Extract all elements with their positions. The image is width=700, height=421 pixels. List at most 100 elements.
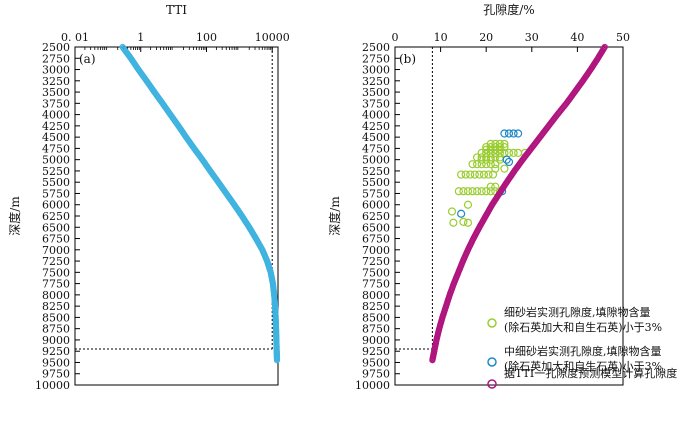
x-tick-label: 20 — [479, 31, 493, 44]
y-axis-title: 深度/m — [7, 196, 22, 236]
y-tick-label: 4000 — [362, 109, 390, 122]
data-point — [495, 145, 504, 154]
y-tick-label: 8250 — [362, 300, 390, 313]
data-point — [486, 139, 495, 148]
data-point — [477, 153, 486, 162]
data-point — [463, 200, 473, 209]
y-tick-label: 9000 — [362, 334, 390, 347]
x-tick-label: 0. 01 — [61, 31, 89, 44]
data-point — [273, 357, 281, 364]
y-tick-label: 3250 — [42, 75, 70, 88]
data-point — [457, 170, 466, 179]
data-point — [486, 153, 495, 162]
y-tick-label: 5750 — [42, 187, 70, 200]
data-point — [500, 164, 509, 173]
y-tick-label: 5000 — [42, 154, 70, 167]
y-tick-label: 3250 — [362, 75, 390, 88]
data-point — [500, 139, 509, 148]
data-point — [457, 209, 466, 218]
y-tick-label: 6500 — [362, 221, 390, 234]
data-point — [504, 129, 514, 138]
y-tick-label: 2750 — [42, 52, 70, 65]
y-tick-label: 4500 — [42, 131, 70, 144]
data-point — [491, 145, 500, 154]
data-point — [475, 170, 484, 179]
y-tick-label: 2750 — [362, 52, 390, 65]
y-tick-label: 7000 — [362, 244, 390, 257]
y-tick-label: 3000 — [362, 64, 390, 77]
data-point — [454, 187, 463, 196]
y-tick-label: 2500 — [362, 41, 390, 54]
y-tick-label: 6750 — [362, 233, 390, 246]
data-point — [486, 155, 495, 164]
y-tick-label: 9750 — [42, 368, 70, 381]
plot-frame — [74, 46, 279, 386]
data-point — [491, 139, 500, 148]
legend: 细砂岩实测孔隙度,填隙物含量(除石英加大和自生石英)小于3%中细砂岩实测孔隙度,… — [487, 305, 677, 389]
data-point — [466, 170, 475, 179]
y-tick-label: 5250 — [42, 165, 70, 178]
y-tick-label: 6500 — [42, 221, 70, 234]
y-tick-label: 6250 — [362, 210, 390, 223]
data-point — [486, 187, 495, 196]
data-point — [463, 187, 473, 196]
data-point — [491, 164, 500, 173]
legend-label: 细砂岩实测孔隙度,填隙物含量 — [504, 305, 651, 319]
y-tick-label: 4750 — [42, 142, 70, 155]
data-point — [461, 170, 470, 179]
data-point — [491, 153, 500, 162]
legend-marker — [487, 318, 497, 328]
panel-label: (b) — [399, 52, 416, 66]
data-point — [472, 153, 482, 162]
data-point — [482, 145, 491, 154]
panel-a-ttI-vs-depth: 0. 01 1 100 10000 25002750300032503500375040… — [7, 3, 290, 392]
y-tick-label: 9500 — [42, 356, 70, 369]
y-tick-label: 7250 — [362, 255, 390, 268]
data-point — [509, 148, 518, 158]
data-point — [486, 182, 495, 191]
data-point — [477, 187, 486, 196]
y-tick-label: 4250 — [42, 120, 70, 133]
y-tick-label: 5000 — [362, 154, 390, 167]
x-axis-title: 孔隙度/% — [483, 2, 534, 17]
y-tick-label: 8500 — [42, 311, 70, 324]
y-tick-label: 8750 — [362, 323, 390, 336]
x-tick-label: 100 — [196, 31, 217, 44]
y-tick-label: 5500 — [42, 176, 70, 189]
data-point — [459, 217, 468, 226]
data-point — [459, 187, 468, 196]
y-tick-label: 9250 — [42, 345, 70, 358]
y-tick-label: 4500 — [362, 131, 390, 144]
data-point — [502, 155, 511, 164]
y-tick-label: 7500 — [362, 266, 390, 279]
x-tick-label: 50 — [616, 31, 630, 44]
y-tick-label: 6000 — [42, 199, 70, 212]
legend-marker — [487, 379, 497, 389]
y-tick-label: 8750 — [42, 323, 70, 336]
y-tick-label: 5250 — [362, 165, 390, 178]
y-tick-label: 9750 — [362, 368, 390, 381]
y-tick-label: 2500 — [42, 41, 70, 54]
y-tick-label: 9250 — [362, 345, 390, 358]
y-tick-label: 10000 — [355, 379, 390, 392]
data-point — [482, 187, 491, 196]
legend-label: (除石英加大和自生石英)小于3% — [504, 359, 662, 373]
y-tick-label: 7750 — [362, 278, 390, 291]
y-tick-label: 6250 — [42, 210, 70, 223]
data-point — [484, 170, 493, 179]
y-tick-label: 8000 — [362, 289, 390, 302]
y-tick-label: 3750 — [362, 97, 390, 110]
legend-label: 据TTI一孔隙度预测模型计算孔隙度 — [504, 366, 677, 380]
x-tick-label: 10000 — [255, 31, 290, 44]
x-tick-label: 40 — [570, 31, 584, 44]
data-point — [479, 170, 489, 179]
y-tick-label: 6750 — [42, 233, 70, 246]
y-tick-label: 10000 — [35, 379, 70, 392]
data-point — [491, 182, 500, 191]
data-point — [472, 187, 482, 196]
y-tick-label: 7500 — [42, 266, 70, 279]
legend-label: (除石英加大和自生石英)小于3% — [504, 320, 662, 334]
data-point — [429, 357, 436, 364]
y-tick-label: 6000 — [362, 199, 390, 212]
